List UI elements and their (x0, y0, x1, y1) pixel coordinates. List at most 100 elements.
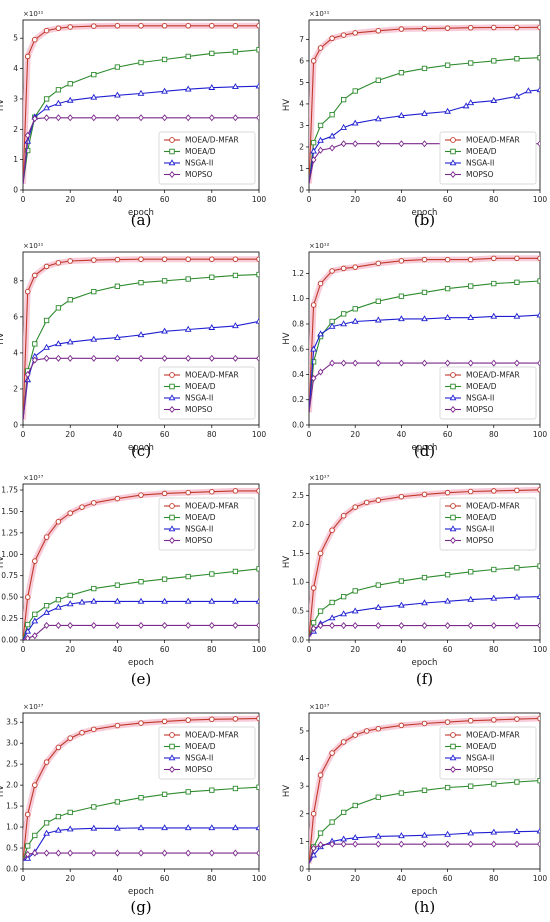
data-point-NSGA-II (310, 851, 317, 858)
y-axis-label: HV (282, 99, 292, 111)
data-point-MOEA/D (375, 582, 381, 588)
y-axis-label: HV (0, 785, 6, 797)
legend-marker (169, 372, 175, 378)
data-point-NSGA-II (208, 824, 216, 831)
data-point-NSGA-II (255, 317, 259, 324)
data-point-MOPSO (256, 114, 259, 122)
data-point-MOPSO (55, 354, 62, 362)
data-point-NSGA-II (444, 597, 451, 604)
data-point-MOPSO (31, 356, 38, 364)
legend-marker (168, 159, 176, 166)
data-point-MOEA/D-MFAR (514, 487, 520, 494)
data-point-MOEA/D (209, 274, 215, 280)
data-point-NSGA-II (66, 338, 74, 345)
data-point-MOEA/D-MFAR (209, 256, 215, 262)
data-point-MOEA/D-MFAR (232, 716, 239, 722)
data-point-MOEA/D (468, 783, 474, 789)
data-point-MOPSO (114, 114, 121, 122)
data-point-MOEA/D (468, 283, 474, 289)
data-point-MOEA/D (91, 585, 97, 592)
data-point-MOEA/D (114, 799, 121, 805)
data-point-MOPSO (90, 849, 97, 857)
data-point-NSGA-II (161, 824, 168, 831)
legend-marker (450, 170, 456, 179)
data-point-MOEA/D (329, 819, 335, 825)
axis-multiplier: ×10¹⁷ (309, 703, 330, 711)
data-point-MOPSO (398, 840, 405, 848)
data-point-MOEA/D (444, 285, 451, 292)
data-point-MOPSO (317, 841, 324, 849)
legend-label: MOPSO (185, 170, 213, 179)
data-point-MOEA/D (114, 283, 121, 289)
data-point-NSGA-II (351, 317, 359, 324)
legend-marker (450, 137, 456, 143)
data-point-MOEA/D-MFAR (138, 492, 144, 498)
data-point-MOEA/D (185, 789, 191, 795)
data-point-MOPSO (114, 849, 121, 857)
data-point-MOEA/D-MFAR (329, 527, 335, 533)
data-point-NSGA-II (513, 828, 521, 834)
data-point-MOEA/D (444, 572, 451, 578)
data-point-MOPSO (114, 621, 121, 629)
legend-marker (450, 732, 456, 738)
x-axis-label: epoch (412, 443, 438, 453)
data-point-MOPSO (161, 114, 168, 122)
legend-marker (169, 765, 175, 774)
data-point-MOPSO (31, 115, 38, 123)
data-point-MOPSO (67, 849, 74, 857)
x-tick-label: 80 (207, 430, 217, 439)
data-point-MOPSO (55, 621, 62, 629)
data-point-MOEA/D (32, 611, 38, 617)
data-point-NSGA-II (55, 99, 62, 106)
y-tick-label: 1 (299, 164, 304, 173)
chart-panel-a: ×10¹¹ 0 20 40 60 80 100 0 1 2 3 4 5 epoch HV (a) MOEA/D-… (0, 10, 266, 229)
data-point-MOEA/D (43, 603, 50, 609)
data-point-MOEA/D-MFAR (310, 302, 317, 308)
chart-panel-f: ×10¹⁷ 0 20 40 60 80 100 0.0 0.5 1.0 1.5 2.0 2.5 epoch… (282, 474, 547, 688)
x-tick-label: 20 (350, 874, 360, 883)
panel-caption: (e) (131, 670, 152, 688)
legend-marker (169, 536, 175, 545)
legend-marker (169, 148, 175, 155)
legend-label: NSGA-II (185, 754, 213, 763)
data-point-MOEA/D-MFAR (514, 255, 520, 262)
series-line-NSGA-II (309, 314, 540, 413)
data-point-NSGA-II (317, 330, 324, 337)
legend-label: MOPSO (466, 765, 494, 774)
y-tick-label: 6 (299, 56, 304, 65)
data-point-MOEA/D (375, 77, 381, 83)
legend-marker (450, 405, 456, 414)
data-point-MOPSO (317, 368, 324, 376)
y-tick-label: 4 (13, 348, 18, 357)
data-point-MOEA/D (310, 620, 317, 626)
legend-marker (450, 514, 456, 521)
y-axis-label: HV (0, 99, 6, 111)
y-tick-label: 2 (13, 125, 18, 134)
data-point-MOPSO (352, 840, 359, 848)
data-point-MOEA/D (114, 582, 121, 588)
data-point-MOEA/D-MFAR (467, 256, 474, 263)
data-point-MOEA/D (209, 571, 215, 577)
x-axis-label: epoch (412, 658, 438, 668)
legend: MOEA/D-MFAR MOEA/D NSGA-II MOPSO (158, 131, 256, 185)
data-point-NSGA-II (340, 123, 348, 130)
x-tick-label: 20 (350, 645, 360, 654)
data-point-MOEA/D-MFAR (491, 24, 497, 31)
data-point-MOPSO (67, 621, 74, 629)
data-point-MOEA/D-MFAR (55, 744, 62, 751)
data-point-NSGA-II (398, 601, 405, 608)
data-point-MOEA/D (537, 278, 540, 284)
data-point-NSGA-II (90, 597, 98, 604)
data-point-MOEA/D (352, 588, 358, 594)
y-tick-label: 2.0 (292, 520, 304, 529)
data-point-MOEA/D-MFAR (256, 488, 259, 494)
legend-box (158, 366, 256, 420)
data-point-MOEA/D-MFAR (114, 256, 121, 263)
data-point-MOEA/D (444, 784, 451, 791)
data-point-MOPSO (317, 622, 324, 630)
data-point-MOEA/D (514, 56, 520, 62)
axes-frame (308, 712, 541, 870)
data-point-MOEA/D (491, 566, 497, 573)
axes-frame (22, 712, 260, 870)
panel-caption: (b) (414, 211, 435, 229)
